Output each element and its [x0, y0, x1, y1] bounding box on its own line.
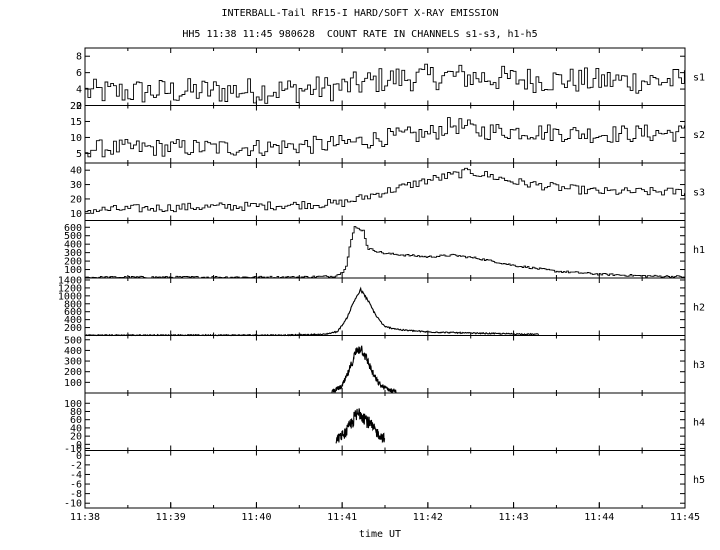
channel-label-h1: h1 — [693, 245, 705, 256]
channel-label-h4: h4 — [693, 417, 705, 428]
series-line-h3 — [331, 345, 397, 394]
y-tick-label-h4: 0 — [76, 440, 82, 451]
y-tick-label-s2: 15 — [70, 117, 82, 128]
y-tick-label-h1: 600 — [64, 223, 82, 234]
y-tick-label-s1: 6 — [76, 68, 82, 79]
y-tick-label-h3: 400 — [64, 346, 82, 357]
channel-label-s2: s2 — [693, 130, 705, 141]
y-tick-label-h3: 300 — [64, 357, 82, 368]
y-tick-label-h1: 100 — [64, 265, 82, 276]
series-line-h1 — [85, 226, 686, 279]
y-tick-label-s3: 40 — [70, 166, 82, 177]
chart-subtitle: HH5 11:38 11:45 980628 COUNT RATE IN CHA… — [182, 29, 538, 40]
y-tick-label-s2: 20 — [70, 101, 82, 112]
y-tick-label-s2: 10 — [70, 133, 82, 144]
y-tick-label-h2: 200 — [64, 323, 82, 334]
y-tick-label-s2: 5 — [76, 149, 82, 160]
y-tick-label-s3: 10 — [70, 209, 82, 220]
x-axis-label: time UT — [359, 529, 401, 540]
y-tick-label-h1: 400 — [64, 240, 82, 251]
y-tick-label-h4: -10 — [64, 444, 82, 455]
y-tick-label-s1: 4 — [76, 85, 82, 96]
y-tick-label-h2: 600 — [64, 307, 82, 318]
series-line-s2 — [85, 117, 685, 158]
y-tick-label-h1: 500 — [64, 231, 82, 242]
channel-label-h5: h5 — [693, 475, 705, 486]
panel-frame-h1 — [84, 220, 686, 279]
y-tick-label-h1: 300 — [64, 248, 82, 259]
channel-label-s1: s1 — [693, 72, 705, 83]
panel-frame-h4 — [84, 392, 686, 451]
x-tick-label: 11:44 — [584, 512, 614, 523]
y-tick-label-s3: 20 — [70, 194, 82, 205]
y-tick-label-h3: 500 — [64, 335, 82, 346]
series-line-s1 — [85, 63, 685, 104]
y-tick-label-h2: 400 — [64, 315, 82, 326]
channel-label-h2: h2 — [693, 302, 705, 313]
y-tick-label-h5: -4 — [70, 470, 82, 481]
y-tick-label-h2: 800 — [64, 299, 82, 310]
x-tick-label: 11:40 — [241, 512, 271, 523]
channel-label-h3: h3 — [693, 360, 705, 371]
y-tick-label-h4: 60 — [70, 415, 82, 426]
series-line-h2 — [84, 286, 540, 337]
y-tick-label-h4: 20 — [70, 432, 82, 443]
panel-frame-s2 — [84, 105, 686, 164]
y-tick-label-s1: 8 — [76, 52, 82, 63]
y-tick-label-h2: 1200 — [58, 283, 82, 294]
y-tick-label-h2: 1400 — [58, 275, 82, 286]
x-tick-label: 11:42 — [413, 512, 443, 523]
y-tick-label-h4: 100 — [64, 399, 82, 410]
y-tick-label-h5: 0 — [76, 451, 82, 462]
y-tick-label-h4: 40 — [70, 423, 82, 434]
y-tick-label-h5: -2 — [70, 460, 82, 471]
y-tick-label-h4: 80 — [70, 407, 82, 418]
y-tick-label-h1: 200 — [64, 257, 82, 268]
panel-frame-s1 — [84, 47, 686, 106]
series-line-s3 — [85, 167, 685, 214]
panel-frame-h5 — [84, 450, 686, 509]
chart-title: INTERBALL-Tail RF15-I HARD/SOFT X-RAY EM… — [221, 8, 499, 19]
y-tick-label-s1: 2 — [76, 101, 82, 112]
x-tick-label: 11:41 — [327, 512, 357, 523]
y-tick-label-h5: -8 — [70, 489, 82, 500]
x-tick-label: 11:39 — [156, 512, 186, 523]
y-tick-label-s3: 30 — [70, 180, 82, 191]
panel-frame-h3 — [84, 335, 686, 394]
plot-frame — [84, 47, 686, 509]
y-tick-label-h3: 200 — [64, 367, 82, 378]
x-tick-label: 11:43 — [499, 512, 529, 523]
x-tick-label: 11:45 — [670, 512, 700, 523]
channel-label-s3: s3 — [693, 187, 705, 198]
x-tick-label: 11:38 — [70, 512, 100, 523]
y-tick-label-h2: 1000 — [58, 291, 82, 302]
y-tick-label-h3: 100 — [64, 378, 82, 389]
y-tick-label-h5: -6 — [70, 480, 82, 491]
y-tick-label-h5: -10 — [64, 499, 82, 510]
series-line-h4 — [335, 408, 386, 444]
